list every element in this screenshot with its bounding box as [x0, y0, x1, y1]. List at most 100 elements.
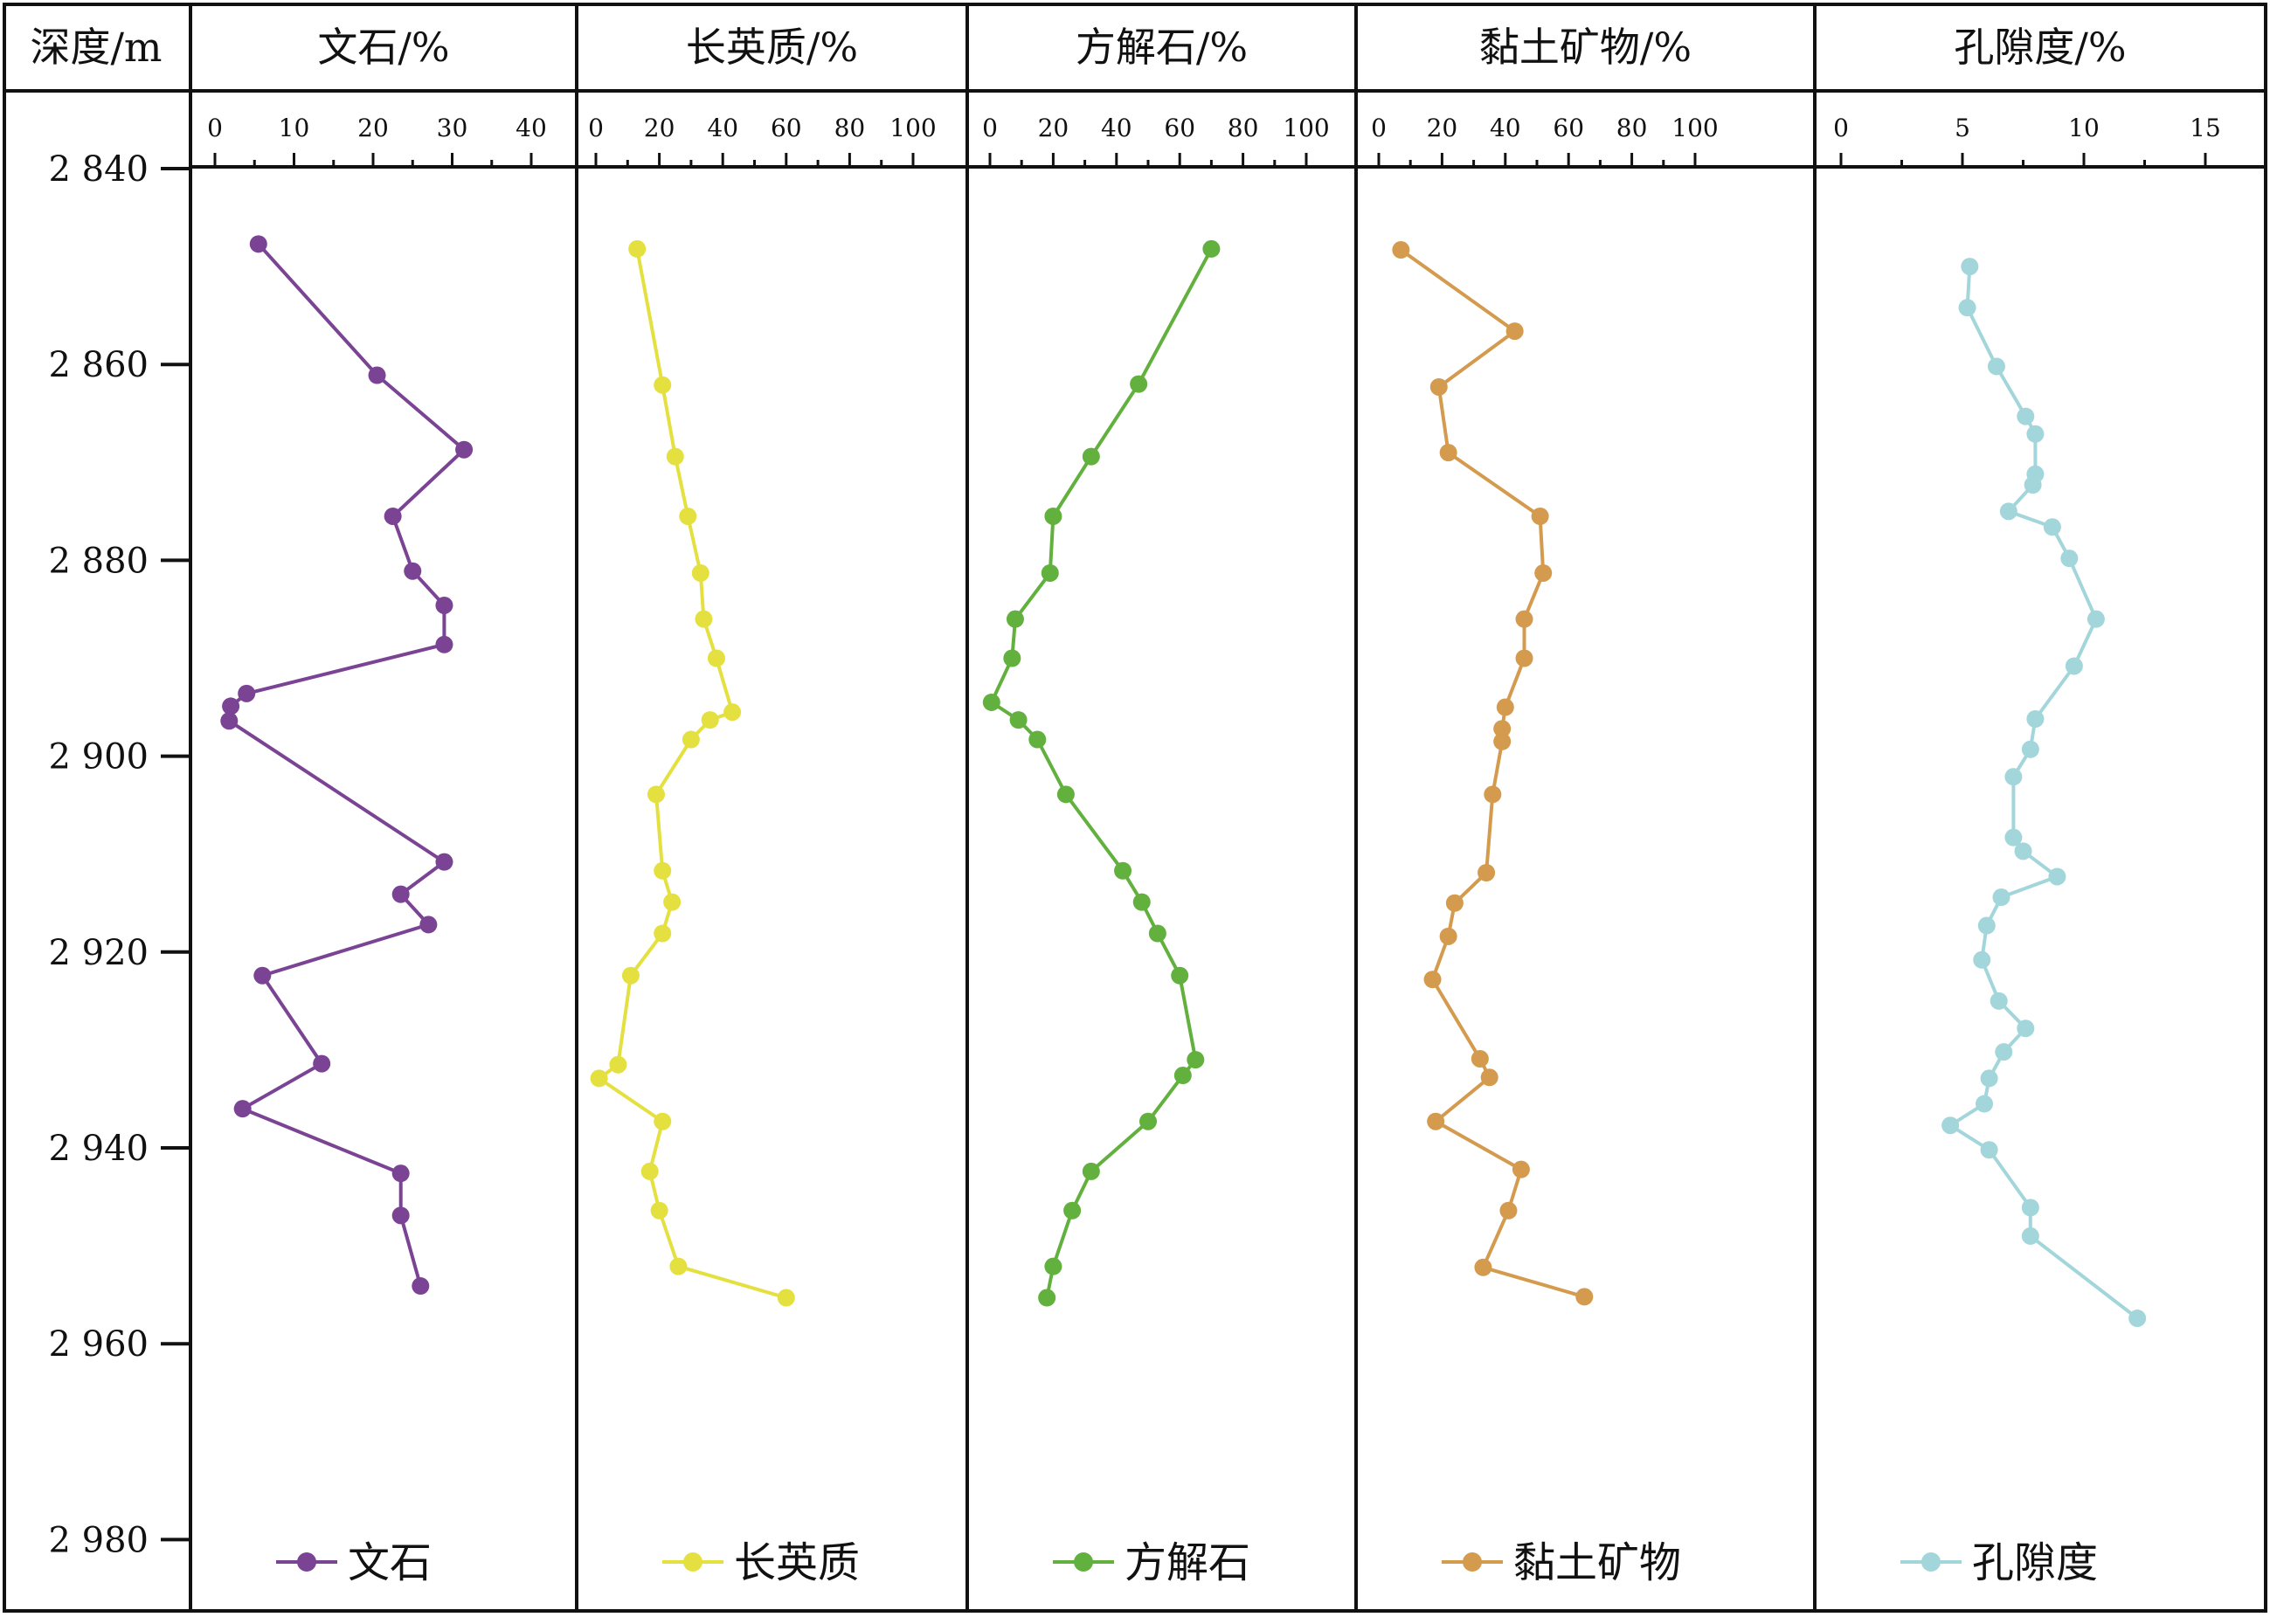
panel-title: 黏土矿物/%	[1479, 24, 1692, 71]
data-point	[1980, 1069, 1998, 1088]
data-point	[391, 1206, 410, 1225]
data-point	[1132, 893, 1151, 911]
legend-label: 孔隙度	[1972, 1538, 2098, 1587]
data-point	[435, 596, 453, 614]
data-point	[2024, 476, 2042, 494]
data-point	[1992, 888, 2010, 907]
data-point	[682, 730, 700, 749]
data-point	[1392, 241, 1410, 259]
scale-tick-label: 20	[644, 114, 675, 142]
depth-tick-label: 2 860	[48, 345, 149, 385]
data-point	[1082, 1162, 1100, 1180]
scale-tick-label: 0	[1371, 114, 1387, 142]
data-point	[1063, 1201, 1082, 1220]
scale-tick-label: 80	[1228, 114, 1259, 142]
data-point	[1995, 1043, 2013, 1061]
depth-tick-label: 2 900	[48, 737, 149, 777]
data-point	[2043, 518, 2061, 536]
data-point	[669, 1257, 688, 1275]
legend-marker	[1921, 1552, 1941, 1572]
data-point	[1973, 950, 1991, 969]
scale-tick-label: 0	[588, 114, 604, 142]
data-point	[1958, 299, 1976, 317]
legend-marker	[683, 1552, 702, 1572]
series-line	[989, 247, 1214, 1298]
series-line	[596, 248, 787, 1300]
data-point	[2021, 1199, 2039, 1217]
data-point	[982, 693, 1000, 711]
data-point	[701, 711, 719, 729]
data-point	[1044, 1257, 1062, 1275]
data-point	[1427, 1112, 1445, 1130]
data-point	[1044, 507, 1062, 525]
data-point	[1187, 1051, 1205, 1069]
data-point	[1499, 1201, 1518, 1220]
data-point	[650, 1201, 668, 1220]
data-point	[313, 1054, 331, 1073]
depth-axis: 2 840 2 860 2 880 2 900 2 920 2 940 2 960 2 980	[48, 149, 190, 1560]
data-point	[1999, 502, 2017, 521]
data-point	[654, 376, 672, 394]
data-point	[249, 235, 267, 253]
data-point	[1987, 357, 2005, 376]
data-point	[1009, 711, 1028, 729]
data-point	[391, 1164, 410, 1183]
panel-1: 文石/% 0 10 20 30 40 文石	[190, 24, 577, 1587]
data-point	[1534, 563, 1553, 582]
data-point	[435, 635, 453, 653]
data-point	[1505, 322, 1524, 341]
data-point	[691, 563, 709, 582]
outer-border	[3, 3, 2267, 1613]
data-point	[1082, 447, 1100, 466]
data-point	[679, 507, 697, 525]
data-point	[233, 1100, 252, 1118]
data-point	[1474, 1258, 1492, 1276]
data-point	[695, 610, 713, 628]
data-point	[640, 1162, 659, 1180]
legend-label: 黏土矿物	[1513, 1538, 1681, 1587]
data-point	[455, 440, 474, 459]
depth-tick-label: 2 960	[48, 1324, 149, 1365]
scale-tick-label: 60	[771, 114, 802, 142]
scale-tick-label: 5	[1955, 114, 1970, 142]
legend-label: 文石	[348, 1538, 432, 1587]
data-point	[2021, 1227, 2039, 1245]
scale-tick-label: 0	[207, 114, 223, 142]
scale-tick-label: 40	[516, 114, 547, 142]
data-point	[777, 1289, 795, 1307]
data-point	[621, 966, 640, 985]
data-point	[1531, 507, 1549, 525]
data-point	[654, 861, 672, 880]
scale-tick-label: 100	[889, 114, 936, 142]
panel-3: 方解石/% 0 20 40 60 80 100 方解石	[967, 24, 1356, 1587]
data-point	[666, 447, 684, 466]
legend-label: 长英质	[734, 1538, 860, 1587]
panel-title: 长英质/%	[686, 24, 858, 71]
data-point	[2026, 425, 2045, 443]
data-point	[1980, 1141, 1998, 1159]
panel-title: 孔隙度/%	[1954, 24, 2126, 71]
data-point	[1423, 971, 1442, 989]
data-point	[1130, 375, 1148, 393]
data-point	[1480, 1068, 1498, 1087]
data-point	[1961, 258, 1979, 276]
scale-tick-label: 80	[1616, 114, 1648, 142]
data-point	[1171, 966, 1189, 985]
panel-title: 文石/%	[317, 24, 449, 71]
data-point	[2128, 1310, 2147, 1328]
data-point	[1445, 894, 1464, 912]
data-point	[2017, 1019, 2035, 1038]
data-point	[1028, 730, 1047, 749]
data-point	[2048, 867, 2066, 886]
data-point	[1941, 1116, 1960, 1135]
data-point	[654, 1112, 672, 1130]
data-point	[663, 893, 682, 911]
data-point	[1512, 1160, 1530, 1178]
data-point	[2021, 740, 2039, 758]
data-point	[1493, 720, 1512, 738]
scale-tick-label: 60	[1164, 114, 1195, 142]
data-point	[1990, 992, 2008, 1010]
data-point	[1484, 785, 1502, 804]
data-point	[1056, 785, 1075, 804]
